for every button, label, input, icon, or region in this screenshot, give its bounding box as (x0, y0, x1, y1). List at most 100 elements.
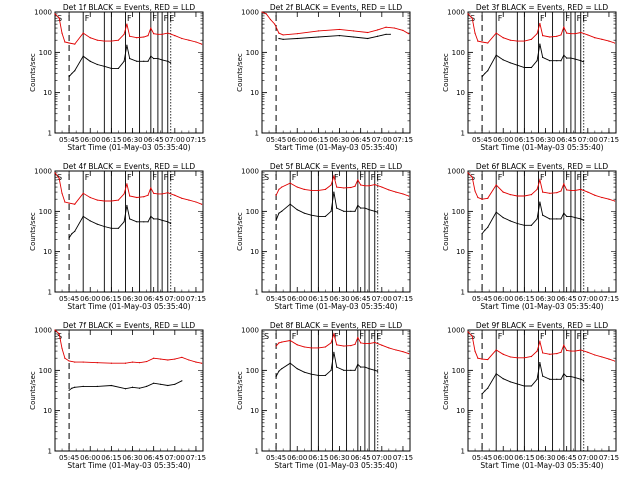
y-tick-label: 10 (456, 89, 465, 97)
events-data-point (563, 212, 565, 214)
lld-data-point (563, 26, 565, 28)
x-tick-label: 05:45 (59, 454, 79, 462)
x-tick-label: 07:15 (186, 454, 206, 462)
events-data-point (96, 385, 98, 387)
events-data-point (357, 204, 359, 207)
lld-data-point (174, 358, 176, 360)
y-tick-label: 1000 (241, 9, 259, 17)
lld-data-point (153, 192, 155, 194)
lld-series-line (261, 11, 409, 36)
lld-data-point (407, 33, 410, 35)
det-9-panel: Det 9f BLACK = Events, RED = LLD 1 10 100 10… (442, 321, 619, 470)
lld-data-point (388, 189, 390, 191)
lld-data-point (317, 189, 319, 192)
events-data-point (68, 237, 70, 239)
lld-data-point (481, 358, 483, 360)
lld-data-point (495, 32, 497, 34)
y-tick-label: 100 (246, 49, 259, 57)
lld-data-point (594, 37, 596, 39)
x-axis-label: Start Time (01-May-03 05:35:40) (274, 461, 397, 470)
lld-data-point (407, 195, 410, 197)
y-tick-label: 100 (39, 49, 52, 57)
events-data-point (368, 368, 370, 370)
events-data-point (481, 76, 483, 78)
x-tick-label: 06:15 (308, 136, 328, 144)
events-data-point (161, 219, 163, 221)
events-data-point (481, 233, 483, 235)
plot-frame (54, 11, 204, 134)
lld-data-point (278, 188, 280, 190)
lld-data-point (502, 191, 504, 193)
events-data-point (324, 374, 327, 376)
x-tick-label: 05:45 (266, 295, 286, 303)
lld-data-point (574, 189, 576, 192)
x-tick-label: 06:00 (287, 295, 307, 303)
lld-data-point (570, 350, 572, 352)
lld-series-line (54, 329, 202, 364)
events-data-point (360, 207, 362, 209)
events-data-point (374, 210, 376, 212)
events-data-point (539, 362, 541, 364)
events-data-point (385, 33, 387, 35)
x-tick-label: 06:30 (122, 295, 142, 303)
lld-data-point (594, 194, 596, 196)
lld-data-point (278, 342, 280, 344)
lld-data-point (495, 184, 497, 186)
lld-data-point (338, 28, 341, 31)
x-axis-label: Start Time (01-May-03 05:35:40) (480, 302, 603, 311)
lld-data-point (333, 175, 335, 177)
events-data-point (487, 226, 489, 228)
y-tick-label: 10 (43, 89, 52, 97)
boundary-label: F (152, 14, 157, 23)
events-data-point (117, 67, 120, 69)
boundary-label: F (540, 332, 545, 341)
lld-data-point (393, 27, 396, 29)
events-data-point (336, 366, 338, 368)
lld-data-point (570, 189, 572, 192)
y-axis-label: Counts/sec (29, 53, 37, 92)
events-data-point (96, 223, 98, 225)
plot-frame (54, 329, 204, 452)
events-data-point (131, 386, 134, 388)
x-tick-label: 05:45 (266, 136, 286, 144)
y-tick-label: 1 (461, 289, 465, 297)
events-data-point (68, 389, 70, 391)
y-tick-label: 1000 (34, 327, 52, 335)
events-data-point (296, 368, 298, 370)
events-data-point (495, 54, 497, 56)
boundary-label: F (127, 14, 132, 23)
boundary-label: F (85, 14, 90, 23)
lld-data-point (357, 179, 359, 181)
lld-data-point (560, 351, 562, 353)
y-tick-label: 100 (452, 49, 465, 57)
lld-data-point (103, 200, 105, 202)
events-data-point (560, 378, 562, 380)
events-data-point (275, 375, 277, 378)
lld-data-point (269, 18, 272, 21)
events-data-point (338, 34, 341, 37)
det-8-panel: Det 8f BLACK = Events, RED = LLD 1 10 100 10… (236, 321, 413, 470)
x-tick-label: 05:45 (266, 454, 286, 462)
lld-data-point (324, 188, 327, 190)
events-data-point (146, 385, 148, 387)
events-data-point (82, 215, 84, 217)
lld-data-point (587, 34, 589, 36)
events-data-point (530, 224, 533, 226)
lld-data-point (374, 341, 376, 344)
x-tick-label: 06:30 (122, 136, 142, 144)
lld-data-point (608, 40, 610, 42)
boundary-label: E (169, 14, 174, 23)
lld-data-point (126, 23, 128, 25)
lld-data-point (336, 186, 338, 188)
events-data-point (560, 218, 562, 220)
lld-data-point (195, 361, 197, 363)
lld-data-point (174, 34, 176, 37)
events-data-point (160, 383, 162, 385)
x-tick-label: 06:30 (329, 136, 349, 144)
lld-data-point (395, 191, 397, 193)
events-data-point (71, 387, 73, 389)
events-data-point (147, 60, 149, 62)
y-tick-label: 10 (456, 407, 465, 415)
events-data-point (278, 212, 280, 214)
